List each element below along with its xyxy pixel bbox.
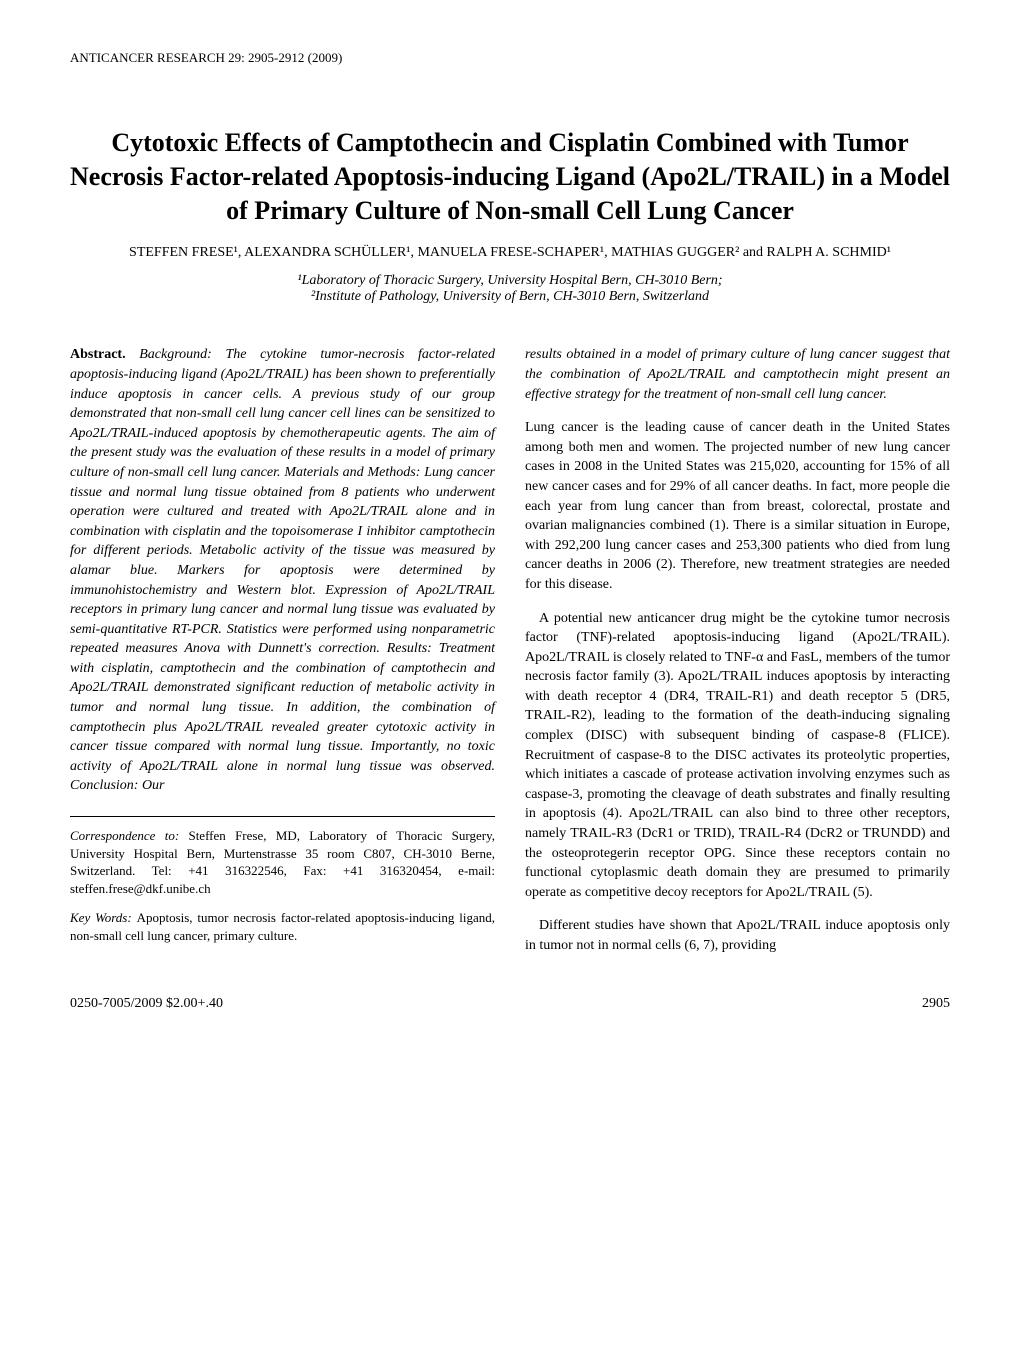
affiliation-1: ¹Laboratory of Thoracic Surgery, Univers… [70, 273, 950, 289]
correspondence-block: Correspondence to: Steffen Frese, MD, La… [70, 827, 495, 897]
footer-right: 2905 [922, 996, 950, 1012]
abstract-text-left: Background: The cytokine tumor-necrosis … [70, 347, 495, 793]
page-footer: 0250-7005/2009 $2.00+.40 2905 [70, 996, 950, 1012]
body-paragraph-2: A potential new anticancer drug might be… [525, 609, 950, 903]
content-columns: Abstract. Background: The cytokine tumor… [70, 345, 950, 955]
section-divider [70, 816, 495, 817]
abstract-text-right: results obtained in a model of primary c… [525, 345, 950, 404]
correspondence-label: Correspondence to: [70, 828, 188, 843]
authors-line: STEFFEN FRESE¹, ALEXANDRA SCHÜLLER¹, MAN… [70, 245, 950, 261]
abstract-paragraph: Abstract. Background: The cytokine tumor… [70, 345, 495, 796]
keywords-block: Key Words: Apoptosis, tumor necrosis fac… [70, 909, 495, 944]
affiliations: ¹Laboratory of Thoracic Surgery, Univers… [70, 273, 950, 305]
body-paragraph-1: Lung cancer is the leading cause of canc… [525, 418, 950, 594]
abstract-label: Abstract. [70, 347, 126, 362]
article-title: Cytotoxic Effects of Camptothecin and Ci… [70, 126, 950, 227]
right-column: results obtained in a model of primary c… [525, 345, 950, 955]
body-paragraph-3: Different studies have shown that Apo2L/… [525, 916, 950, 955]
keywords-label: Key Words: [70, 910, 137, 925]
affiliation-2: ²Institute of Pathology, University of B… [70, 289, 950, 305]
left-column: Abstract. Background: The cytokine tumor… [70, 345, 495, 955]
footer-left: 0250-7005/2009 $2.00+.40 [70, 996, 223, 1012]
journal-header: ANTICANCER RESEARCH 29: 2905-2912 (2009) [70, 50, 950, 66]
